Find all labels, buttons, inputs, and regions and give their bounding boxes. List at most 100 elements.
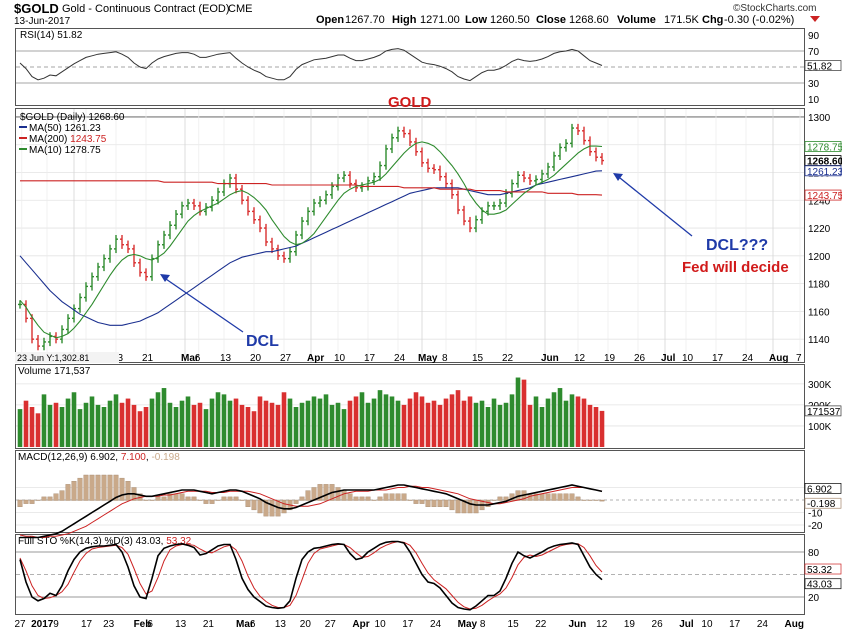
x-bottom-tick-label: 17 — [81, 619, 93, 630]
volume-bar — [431, 400, 437, 447]
volume-bar — [53, 402, 59, 447]
volume-bar — [425, 402, 431, 447]
x-tick-label: 24 — [742, 353, 754, 364]
rsi-line — [19, 48, 603, 82]
macd-histogram-bar — [371, 499, 377, 501]
x-bottom-tick-label: 22 — [535, 619, 547, 630]
crosshair-label: 23 Jun Y:1,302.81 — [17, 353, 89, 363]
volume-bar — [323, 394, 329, 447]
x-bottom-tick-label: 20 — [300, 619, 312, 630]
volume-bar — [113, 394, 119, 447]
x-bottom-tick-label: 17 — [729, 619, 741, 630]
macd-histogram-bar — [299, 496, 305, 501]
macd-histogram-bar — [227, 496, 233, 501]
x-tick-label: May — [418, 353, 438, 364]
price-badge — [804, 141, 842, 152]
macd-histogram-bar — [563, 493, 569, 501]
x-bottom-tick-label: 10 — [701, 619, 713, 630]
macd-histogram-bar — [449, 499, 455, 511]
macd-histogram-bar — [575, 496, 581, 501]
macd-histogram-bar — [497, 496, 503, 501]
macd-histogram-bar — [581, 499, 587, 501]
macd-histogram-bar — [251, 499, 257, 511]
volume-bar — [239, 404, 245, 447]
volume-badge-label: 171537 — [807, 407, 841, 418]
x-bottom-tick-label: 6 — [147, 619, 153, 630]
macd-histogram-bar — [155, 496, 161, 501]
volume-bar — [509, 394, 515, 447]
volume-legend: Volume 171,537 — [18, 366, 91, 377]
macd-series — [17, 474, 605, 539]
volume-bar — [119, 402, 125, 447]
price-tick-label: 1300 — [808, 113, 831, 124]
x-bottom-tick-label: 9 — [53, 619, 59, 630]
macd-histogram-bar — [461, 499, 467, 514]
x-tick-label: 7 — [796, 353, 802, 364]
open-value: 1267.70 — [345, 14, 385, 26]
macd-histogram-bar — [17, 499, 23, 507]
macd-histogram-bar — [65, 484, 71, 501]
x-tick-label: Mar — [181, 353, 199, 364]
open-label: Open — [316, 14, 344, 26]
x-bottom-tick-label: Mar — [236, 619, 254, 630]
macd-histogram-bar — [353, 496, 359, 501]
sto-tick-label: 80 — [808, 548, 820, 559]
volume-bar — [437, 404, 443, 447]
volume-bar — [353, 396, 359, 447]
x-tick-label: 13 — [220, 353, 232, 364]
volume-bar — [107, 400, 113, 447]
rsi-tick-label: 70 — [808, 47, 820, 58]
volume-bar — [467, 396, 473, 447]
volume-bar — [257, 396, 263, 447]
price-legend: $GOLD (Daily) 1268.60 MA(50) 1261.23 MA(… — [19, 112, 125, 156]
volume-bar — [335, 402, 341, 447]
volume-bar — [137, 411, 143, 447]
volume-bar — [179, 400, 185, 447]
macd-histogram-bar — [533, 493, 539, 501]
volume-bar — [95, 404, 101, 447]
volume-bar — [203, 409, 209, 447]
volume-bar — [131, 404, 137, 447]
x-tick-label: 20 — [250, 353, 262, 364]
x-tick-label: Jun — [541, 353, 559, 364]
rsi-tick-label: 90 — [808, 31, 820, 42]
volume-bar — [209, 398, 215, 447]
volume-bar — [545, 398, 551, 447]
volume-bar — [479, 400, 485, 447]
volume-bar — [461, 400, 467, 447]
macd-histogram-bar — [545, 493, 551, 501]
price-badge — [804, 189, 842, 201]
macd-tick-label: -10 — [808, 509, 823, 520]
x-tick-label: 19 — [604, 353, 616, 364]
macd-histogram-bar — [221, 496, 227, 501]
volume-bar — [599, 410, 605, 447]
volume-bar — [593, 407, 599, 447]
price-badge — [804, 165, 842, 177]
x-tick-label: 17 — [712, 353, 724, 364]
volume-bar — [419, 396, 425, 447]
volume-bar — [263, 400, 269, 447]
macd-histogram-bar — [293, 499, 299, 504]
volume-bar — [443, 398, 449, 447]
macd-histogram-bar — [323, 484, 329, 501]
x-bottom-tick-label: Jul — [679, 619, 694, 630]
macd-histogram-bar — [365, 496, 371, 501]
volume-bar — [101, 407, 107, 447]
volume-bar — [503, 402, 509, 447]
volume-bar — [167, 402, 173, 447]
volume-bar — [161, 388, 167, 447]
volume-bar — [455, 390, 461, 447]
volume-bar — [251, 411, 257, 447]
macd-histogram-bar — [233, 496, 239, 501]
x-bottom-tick-label: Apr — [352, 619, 369, 630]
x-bottom-tick-label: 24 — [430, 619, 442, 630]
x-tick-label: 17 — [364, 353, 376, 364]
price-tick-label: 1200 — [808, 252, 831, 263]
rsi-label: RSI(14) 51.82 — [20, 30, 83, 41]
macd-histogram-bar — [59, 490, 65, 501]
volume-bar — [227, 400, 233, 447]
annotations: GOLD DCL DCL??? Fed will decide — [160, 94, 789, 350]
x-tick-label: 22 — [502, 353, 514, 364]
volume-value: 171.5K — [664, 14, 700, 26]
